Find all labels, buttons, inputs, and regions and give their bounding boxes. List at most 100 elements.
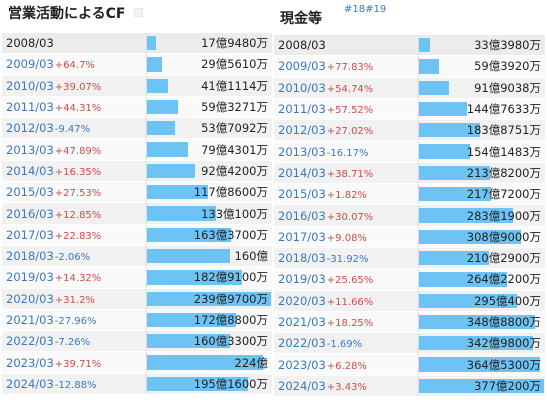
year-cell: 2010/03+39.07%	[2, 75, 147, 97]
value-bar	[418, 38, 430, 53]
change-percent: +6.28%	[326, 360, 367, 372]
year-cell: 2024/03+3.43%	[274, 375, 419, 398]
year-cell: 2020/03+11.66%	[274, 290, 419, 312]
change-percent: +22.83%	[54, 230, 102, 242]
value-amount: 348億8800万	[466, 315, 541, 329]
value-amount: 224億	[234, 355, 268, 370]
value-bar	[146, 36, 156, 51]
change-percent: -27.96%	[54, 316, 97, 327]
year-label: 2010/03	[6, 78, 54, 93]
year-cell: 2017/03+22.83%	[2, 224, 147, 246]
table-row: 2011/03+57.52% 144億7633万	[274, 98, 545, 121]
year-cell: 2015/03+27.53%	[2, 181, 147, 204]
table-row: 2023/03+6.28% 364億5300万	[274, 353, 545, 376]
change-percent: +64.7%	[54, 60, 95, 72]
year-cell: 2021/03+18.25%	[274, 311, 419, 334]
value-bar	[146, 163, 195, 179]
value-cell: 59億3271万	[146, 96, 272, 119]
operating-cf-title: 営業活動によるCF	[8, 6, 126, 22]
year-label: 2008/03	[278, 38, 326, 53]
change-percent: -9.47%	[54, 124, 91, 136]
year-cell: 2022/03-1.69%	[274, 332, 419, 355]
value-amount: 182億9100万	[193, 270, 268, 285]
change-percent: +14.32%	[54, 273, 102, 285]
value-amount: 172億8800万	[193, 313, 268, 327]
change-percent: +47.89%	[54, 145, 102, 157]
value-amount: 364億5300万	[466, 357, 541, 372]
table-row: 2015/03+1.82% 217億7200万	[274, 183, 545, 206]
year-label: 2019/03	[278, 272, 326, 287]
value-cell: 342億9800万	[418, 332, 545, 355]
table-row: 2008/03 17億9480万	[2, 33, 272, 55]
value-cell: 295億400万	[418, 290, 545, 312]
change-percent: +25.65%	[326, 275, 374, 287]
value-amount: 160億3300万	[193, 334, 268, 349]
value-cell: 91億9038万	[418, 77, 545, 99]
value-amount: 144億7633万	[466, 102, 541, 117]
year-label: 2014/03	[278, 165, 326, 180]
year-label: 2008/03	[6, 36, 54, 51]
year-cell: 2014/03+38.71%	[274, 162, 419, 185]
value-amount: 210億2900万	[466, 251, 541, 266]
value-cell: 182億9100万	[146, 266, 272, 289]
year-cell: 2011/03+44.31%	[2, 96, 147, 119]
value-bar	[418, 80, 449, 95]
table-row: 2022/03-7.26% 160億3300万	[2, 330, 272, 353]
change-percent: +9.08%	[326, 232, 367, 244]
year-cell: 2011/03+57.52%	[274, 98, 419, 121]
value-amount: 217億7200万	[466, 187, 541, 202]
value-bar	[418, 357, 540, 372]
year-label: 2023/03	[278, 357, 326, 372]
year-label: 2010/03	[278, 80, 326, 95]
value-bar	[146, 78, 168, 93]
year-cell: 2022/03-7.26%	[2, 330, 147, 353]
table-row: 2024/03+3.43% 377億200万	[274, 375, 545, 398]
table-row: 2021/03+18.25% 348億8800万	[274, 311, 545, 334]
year-label: 2016/03	[278, 208, 326, 223]
table-row: 2016/03+30.07% 283億1900万	[274, 204, 545, 227]
cash-tags-link[interactable]: #18#19	[344, 4, 387, 15]
change-percent: +30.07%	[326, 211, 374, 223]
value-amount: 91億9038万	[474, 80, 541, 95]
value-bar	[146, 121, 175, 136]
year-cell: 2016/03+12.85%	[2, 202, 147, 225]
value-cell: 133億100万	[146, 202, 272, 225]
operating-cf-settings-icon[interactable]	[134, 8, 143, 17]
value-cell: 17億9480万	[146, 33, 272, 55]
year-cell: 2017/03+9.08%	[274, 226, 419, 248]
year-label: 2024/03	[278, 378, 326, 393]
change-percent: +11.66%	[326, 296, 374, 308]
table-row: 2023/03+39.71% 224億	[2, 351, 272, 374]
value-bar	[146, 248, 230, 264]
value-amount: 163億3700万	[193, 227, 268, 242]
year-cell: 2019/03+25.65%	[274, 268, 419, 291]
value-cell: 41億1114万	[146, 75, 272, 97]
table-row: 2014/03+38.71% 213億8200万	[274, 162, 545, 185]
value-cell: 33億3980万	[418, 35, 545, 57]
year-label: 2023/03	[6, 355, 54, 370]
value-amount: 92億4200万	[201, 163, 268, 178]
value-bar	[418, 336, 533, 351]
change-percent: +12.85%	[54, 209, 102, 221]
value-cell: 172億8800万	[146, 309, 272, 332]
cash-title: 現金等	[280, 11, 322, 27]
value-cell: 264億2200万	[418, 268, 545, 291]
value-amount: 154億1483万	[466, 144, 541, 159]
value-amount: 295億400万	[474, 293, 541, 308]
value-cell: 29億5610万	[146, 53, 272, 76]
value-cell: 160億3300万	[146, 330, 272, 353]
year-cell: 2018/03-31.92%	[274, 247, 419, 270]
change-percent: +27.53%	[54, 188, 102, 200]
value-bar	[146, 185, 208, 200]
value-bar	[146, 291, 271, 306]
value-bar	[146, 142, 188, 157]
value-cell: 183億8751万	[418, 119, 545, 142]
year-label: 2009/03	[278, 59, 326, 74]
change-percent: -1.69%	[326, 339, 363, 351]
value-cell: 283億1900万	[418, 204, 545, 227]
value-amount: 264億2200万	[466, 272, 541, 287]
change-percent: +57.52%	[326, 105, 374, 117]
value-cell: 160億	[146, 245, 272, 268]
value-amount: 213億8200万	[466, 165, 541, 180]
change-percent: +39.71%	[54, 358, 102, 370]
